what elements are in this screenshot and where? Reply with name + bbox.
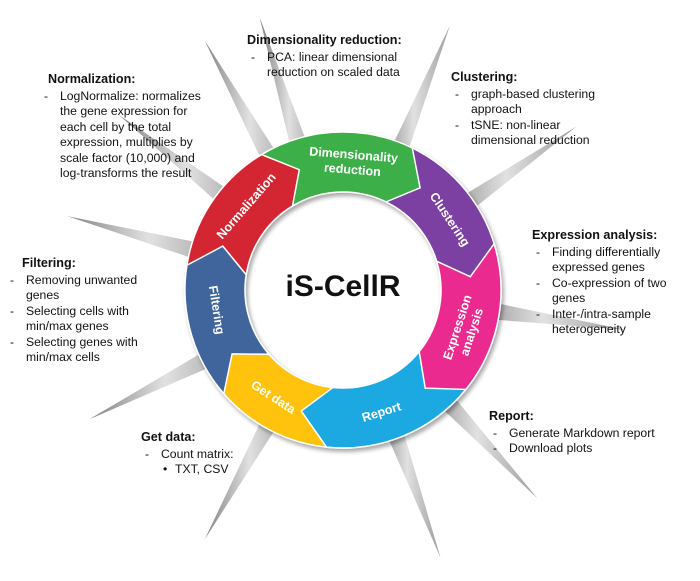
panel-title: Expression analysis: [532, 228, 658, 242]
panel-title: Filtering: [22, 256, 76, 270]
panel-item-line: TXT, CSV [175, 462, 229, 476]
panel-item-line: Inter-/intra-sample [552, 306, 651, 321]
panel-item-line: graph-based clustering [471, 86, 595, 101]
panel-item-line: min/max genes [26, 319, 109, 333]
panel-item-line: log-transforms the result [60, 166, 192, 180]
panel-report: Report: Generate Markdown reportDownload… [489, 409, 699, 457]
panel-clustering: Clustering: graph-based clusteringapproa… [451, 70, 671, 149]
segment-label-line: Dimensionality [309, 144, 399, 165]
panel-item-line: reduction on scaled data [267, 65, 400, 79]
panel-item-line: approach [471, 102, 522, 116]
segment-label-line: reduction [323, 161, 381, 179]
segment-label-dimensionality-reduction: Dimensionalityreduction [308, 144, 399, 180]
panel-dimensionality-reduction: Dimensionality reduction: PCA: linear di… [247, 33, 487, 81]
panel-item-line: Selecting genes with [26, 334, 138, 349]
panel-title: Report: [489, 409, 534, 423]
center-title: iS-CellR [285, 270, 400, 303]
panel-item-line: LogNormalize: normalizes [60, 88, 201, 103]
panel-title: Normalization: [48, 72, 136, 86]
panel-item-line: Count matrix: [161, 446, 234, 461]
panel-item-line: expressed genes [552, 260, 645, 274]
panel-list-item: TXT, CSV [141, 462, 311, 478]
panel-filtering: Filtering: Removing unwantedgenesSelecti… [6, 256, 186, 366]
panel-item-line: dimensional reduction [471, 133, 590, 147]
panel-list: Removing unwantedgenesSelecting cells wi… [6, 273, 186, 366]
panel-item-line: min/max cells [26, 350, 100, 364]
panel-item-line: Co-expression of two [552, 275, 667, 290]
panel-list-item: Generate Markdown report [489, 426, 699, 442]
panel-list: Generate Markdown reportDownload plots [489, 426, 699, 457]
panel-item-line: Download plots [509, 441, 593, 455]
panel-item-line: Generate Markdown report [509, 425, 655, 440]
panel-normalization: Normalization: LogNormalize: normalizest… [40, 72, 270, 182]
panel-title: Dimensionality reduction: [247, 33, 402, 47]
panel-item-line: the gene expression for [60, 104, 188, 118]
panel-item-line: genes [26, 288, 60, 302]
panel-list: Count matrix:TXT, CSV [141, 447, 311, 478]
panel-item-line: Selecting cells with [26, 303, 129, 318]
panel-item-line: expression, multiplies by [60, 135, 193, 149]
panel-item-line: heterogeneity [552, 322, 626, 336]
workflow-ring [184, 131, 502, 449]
panel-get-data: Get data: Count matrix:TXT, CSV [141, 430, 311, 478]
panel-list-item: Count matrix: [141, 447, 311, 463]
panel-expression-analysis: Expression analysis: Finding differentia… [532, 228, 698, 338]
panel-item-line: Finding differentially [552, 244, 661, 259]
panel-item-line: Removing unwanted [26, 272, 138, 287]
panel-item-line: tSNE: non-linear [471, 117, 561, 132]
panel-item-line: each cell by the total [60, 119, 172, 134]
panel-title: Get data: [141, 430, 196, 444]
segment-report [300, 349, 468, 449]
panel-title: Clustering: [451, 70, 518, 84]
panel-list-item: Download plots [489, 441, 699, 457]
panel-list: graph-based clusteringapproachtSNE: non-… [451, 87, 671, 149]
panel-item-line: PCA: linear dimensional [267, 49, 398, 64]
panel-item-line: scale factor (10,000) and [60, 150, 195, 165]
panel-item-line: genes [552, 291, 586, 305]
